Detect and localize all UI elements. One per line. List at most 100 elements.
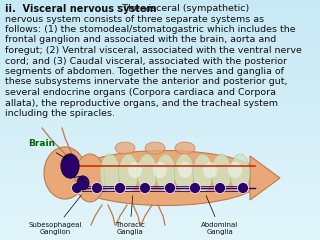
Bar (0, 5, 320, 6)
Bar (0, 194, 320, 195)
Bar (0, 195, 320, 196)
Bar (0, 227, 320, 228)
Bar (0, 198, 320, 199)
Bar (0, 10, 320, 11)
Ellipse shape (61, 154, 79, 178)
Bar (0, 98, 320, 99)
Bar (0, 139, 320, 140)
Bar (0, 161, 320, 162)
Bar (0, 19, 320, 20)
Ellipse shape (175, 142, 195, 154)
Text: nervous system consists of three separate systems as: nervous system consists of three separat… (5, 14, 264, 24)
Bar (0, 14, 320, 15)
Bar (0, 49, 320, 50)
Bar (0, 25, 320, 26)
Bar (0, 17, 320, 18)
Bar (0, 1, 320, 2)
Bar (0, 28, 320, 29)
Ellipse shape (44, 147, 86, 199)
Bar (0, 141, 320, 142)
Bar (0, 221, 320, 222)
Bar (0, 30, 320, 31)
Bar (0, 216, 320, 217)
Bar (0, 109, 320, 110)
Bar (0, 172, 320, 173)
Circle shape (115, 182, 125, 193)
Bar (0, 159, 320, 160)
Bar (0, 154, 320, 155)
Bar (0, 185, 320, 186)
Bar (0, 32, 320, 33)
Text: segments of abdomen. Together the nerves and ganglia of: segments of abdomen. Together the nerves… (5, 67, 284, 76)
Bar (0, 77, 320, 78)
Bar (0, 106, 320, 107)
Bar (0, 133, 320, 134)
Bar (0, 170, 320, 171)
Bar (0, 199, 320, 200)
Bar (0, 47, 320, 48)
Bar (0, 53, 320, 54)
Bar (0, 36, 320, 37)
Ellipse shape (128, 162, 142, 178)
Bar (0, 142, 320, 143)
Bar (0, 120, 320, 121)
Bar (0, 239, 320, 240)
Bar (0, 61, 320, 62)
Bar (0, 168, 320, 169)
Bar (0, 101, 320, 102)
Bar (0, 175, 320, 176)
Bar (0, 182, 320, 183)
Bar (0, 145, 320, 146)
Bar (0, 236, 320, 237)
Bar (0, 215, 320, 216)
Bar (0, 187, 320, 188)
Bar (0, 204, 320, 205)
Bar (0, 69, 320, 70)
Bar (0, 119, 320, 120)
Bar (0, 144, 320, 145)
Bar (0, 100, 320, 101)
Bar (0, 92, 320, 93)
Bar (0, 174, 320, 175)
Bar (0, 20, 320, 21)
Circle shape (214, 182, 226, 193)
Bar (0, 225, 320, 226)
Bar (0, 62, 320, 63)
Text: Subesophageal
Ganglion: Subesophageal Ganglion (28, 195, 82, 235)
Bar (0, 90, 320, 91)
Text: : The visceral (sympathetic): : The visceral (sympathetic) (116, 4, 249, 13)
Bar (0, 104, 320, 105)
Bar (0, 116, 320, 117)
Bar (0, 37, 320, 38)
Bar (0, 128, 320, 129)
Bar (0, 166, 320, 167)
Bar (0, 72, 320, 73)
Bar (0, 68, 320, 69)
Bar (0, 184, 320, 185)
Bar (0, 135, 320, 136)
Bar (0, 165, 320, 166)
Ellipse shape (75, 154, 105, 202)
Bar (0, 188, 320, 189)
Bar (0, 74, 320, 75)
Text: several endocrine organs (Corpora cardiaca and Corpora: several endocrine organs (Corpora cardia… (5, 88, 276, 97)
Ellipse shape (100, 154, 120, 192)
Bar (0, 152, 320, 153)
Bar (0, 73, 320, 74)
Bar (0, 4, 320, 5)
Bar (0, 45, 320, 46)
Ellipse shape (153, 162, 167, 178)
Bar (0, 26, 320, 27)
Ellipse shape (193, 154, 213, 192)
Ellipse shape (212, 154, 231, 192)
Bar (0, 76, 320, 77)
Bar (0, 124, 320, 125)
Bar (0, 16, 320, 17)
Bar (0, 80, 320, 81)
Bar (0, 114, 320, 115)
Bar (0, 203, 320, 204)
Bar (0, 205, 320, 206)
Ellipse shape (203, 162, 217, 178)
Bar (0, 24, 320, 25)
Bar (0, 129, 320, 130)
